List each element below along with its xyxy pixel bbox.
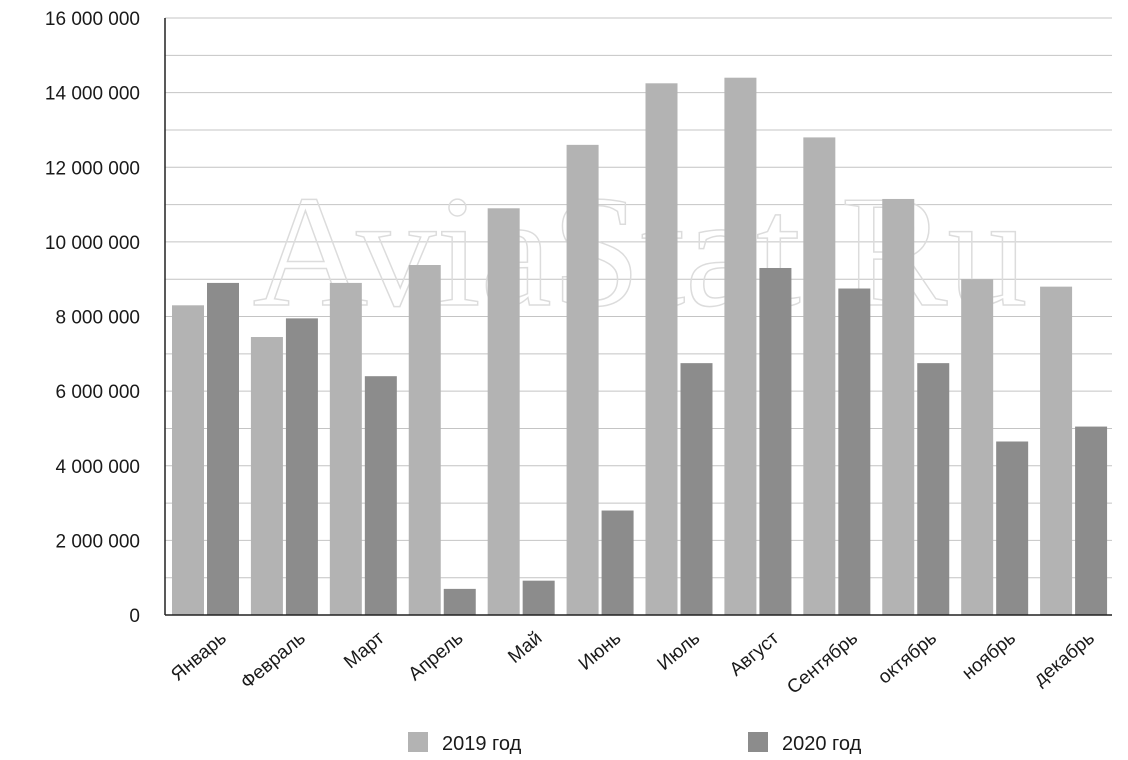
x-tick-label: Апрель	[405, 628, 468, 686]
bar-2019-2	[250, 337, 283, 615]
bar-2019-3	[329, 282, 362, 615]
y-tick-label: 0	[129, 606, 140, 627]
bar-2019-10	[882, 198, 915, 615]
bar-2019-5	[487, 208, 520, 615]
x-tick-label: октябрь	[874, 628, 941, 689]
bar-2020-6	[601, 510, 634, 615]
bar-2019-6	[566, 144, 599, 616]
legend-swatch-2020	[748, 732, 768, 752]
bar-2020-4	[443, 588, 476, 615]
y-axis-ticks: 0 2 000 000 4 000 000 6 000 000 8 000 000 10 …	[45, 9, 140, 627]
y-tick-label: 14 000 000	[45, 84, 140, 105]
x-tick-label: Май	[504, 628, 546, 668]
x-tick-label: декабрь	[1030, 628, 1099, 691]
bars	[172, 77, 1108, 616]
grid-lines	[165, 17, 1112, 616]
bar-2019-1	[172, 305, 204, 615]
y-tick-label: 6 000 000	[55, 382, 140, 403]
axes	[164, 18, 1112, 616]
bar-2019-11	[961, 279, 994, 615]
bar-2020-1	[207, 282, 239, 615]
x-tick-label: Июль	[654, 628, 705, 675]
x-tick-label: Август	[726, 628, 784, 681]
x-tick-label: Январь	[167, 628, 230, 686]
y-tick-label: 12 000 000	[45, 158, 140, 179]
x-tick-label: Февраль	[237, 628, 310, 694]
bar-2019-7	[645, 83, 678, 615]
bar-2019-8	[724, 77, 757, 615]
bar-2020-7	[680, 363, 713, 615]
legend-swatch-2019	[408, 732, 428, 752]
y-tick-label: 8 000 000	[55, 308, 140, 329]
bar-2020-5	[522, 580, 555, 615]
y-tick-label: 16 000 000	[45, 9, 140, 30]
bar-2019-9	[803, 137, 836, 615]
bar-2020-8	[759, 267, 792, 615]
bar-2020-3	[364, 376, 397, 615]
legend: 2019 год 2020 год	[408, 732, 862, 755]
y-tick-label: 10 000 000	[45, 233, 140, 254]
bar-2020-12	[1075, 426, 1108, 615]
x-tick-label: Март	[340, 628, 389, 673]
x-tick-label: Сентябрь	[783, 628, 862, 699]
bar-2019-4	[408, 265, 441, 615]
bar-2020-9	[838, 288, 871, 615]
bar-2020-10	[917, 363, 950, 615]
bar-2020-11	[996, 441, 1029, 615]
x-axis-ticks: Январь Февраль Март Апрель Май Июнь Июль Август…	[167, 628, 1099, 699]
bar-2020-2	[285, 318, 318, 615]
legend-label-2019: 2019 год	[442, 733, 522, 755]
legend-label-2020: 2020 год	[782, 733, 862, 755]
x-tick-label: ноябрь	[958, 628, 1020, 684]
bar-2019-12	[1040, 286, 1073, 615]
y-tick-label: 4 000 000	[55, 457, 140, 478]
x-tick-label: Июнь	[575, 628, 626, 675]
y-tick-label: 2 000 000	[55, 531, 140, 552]
